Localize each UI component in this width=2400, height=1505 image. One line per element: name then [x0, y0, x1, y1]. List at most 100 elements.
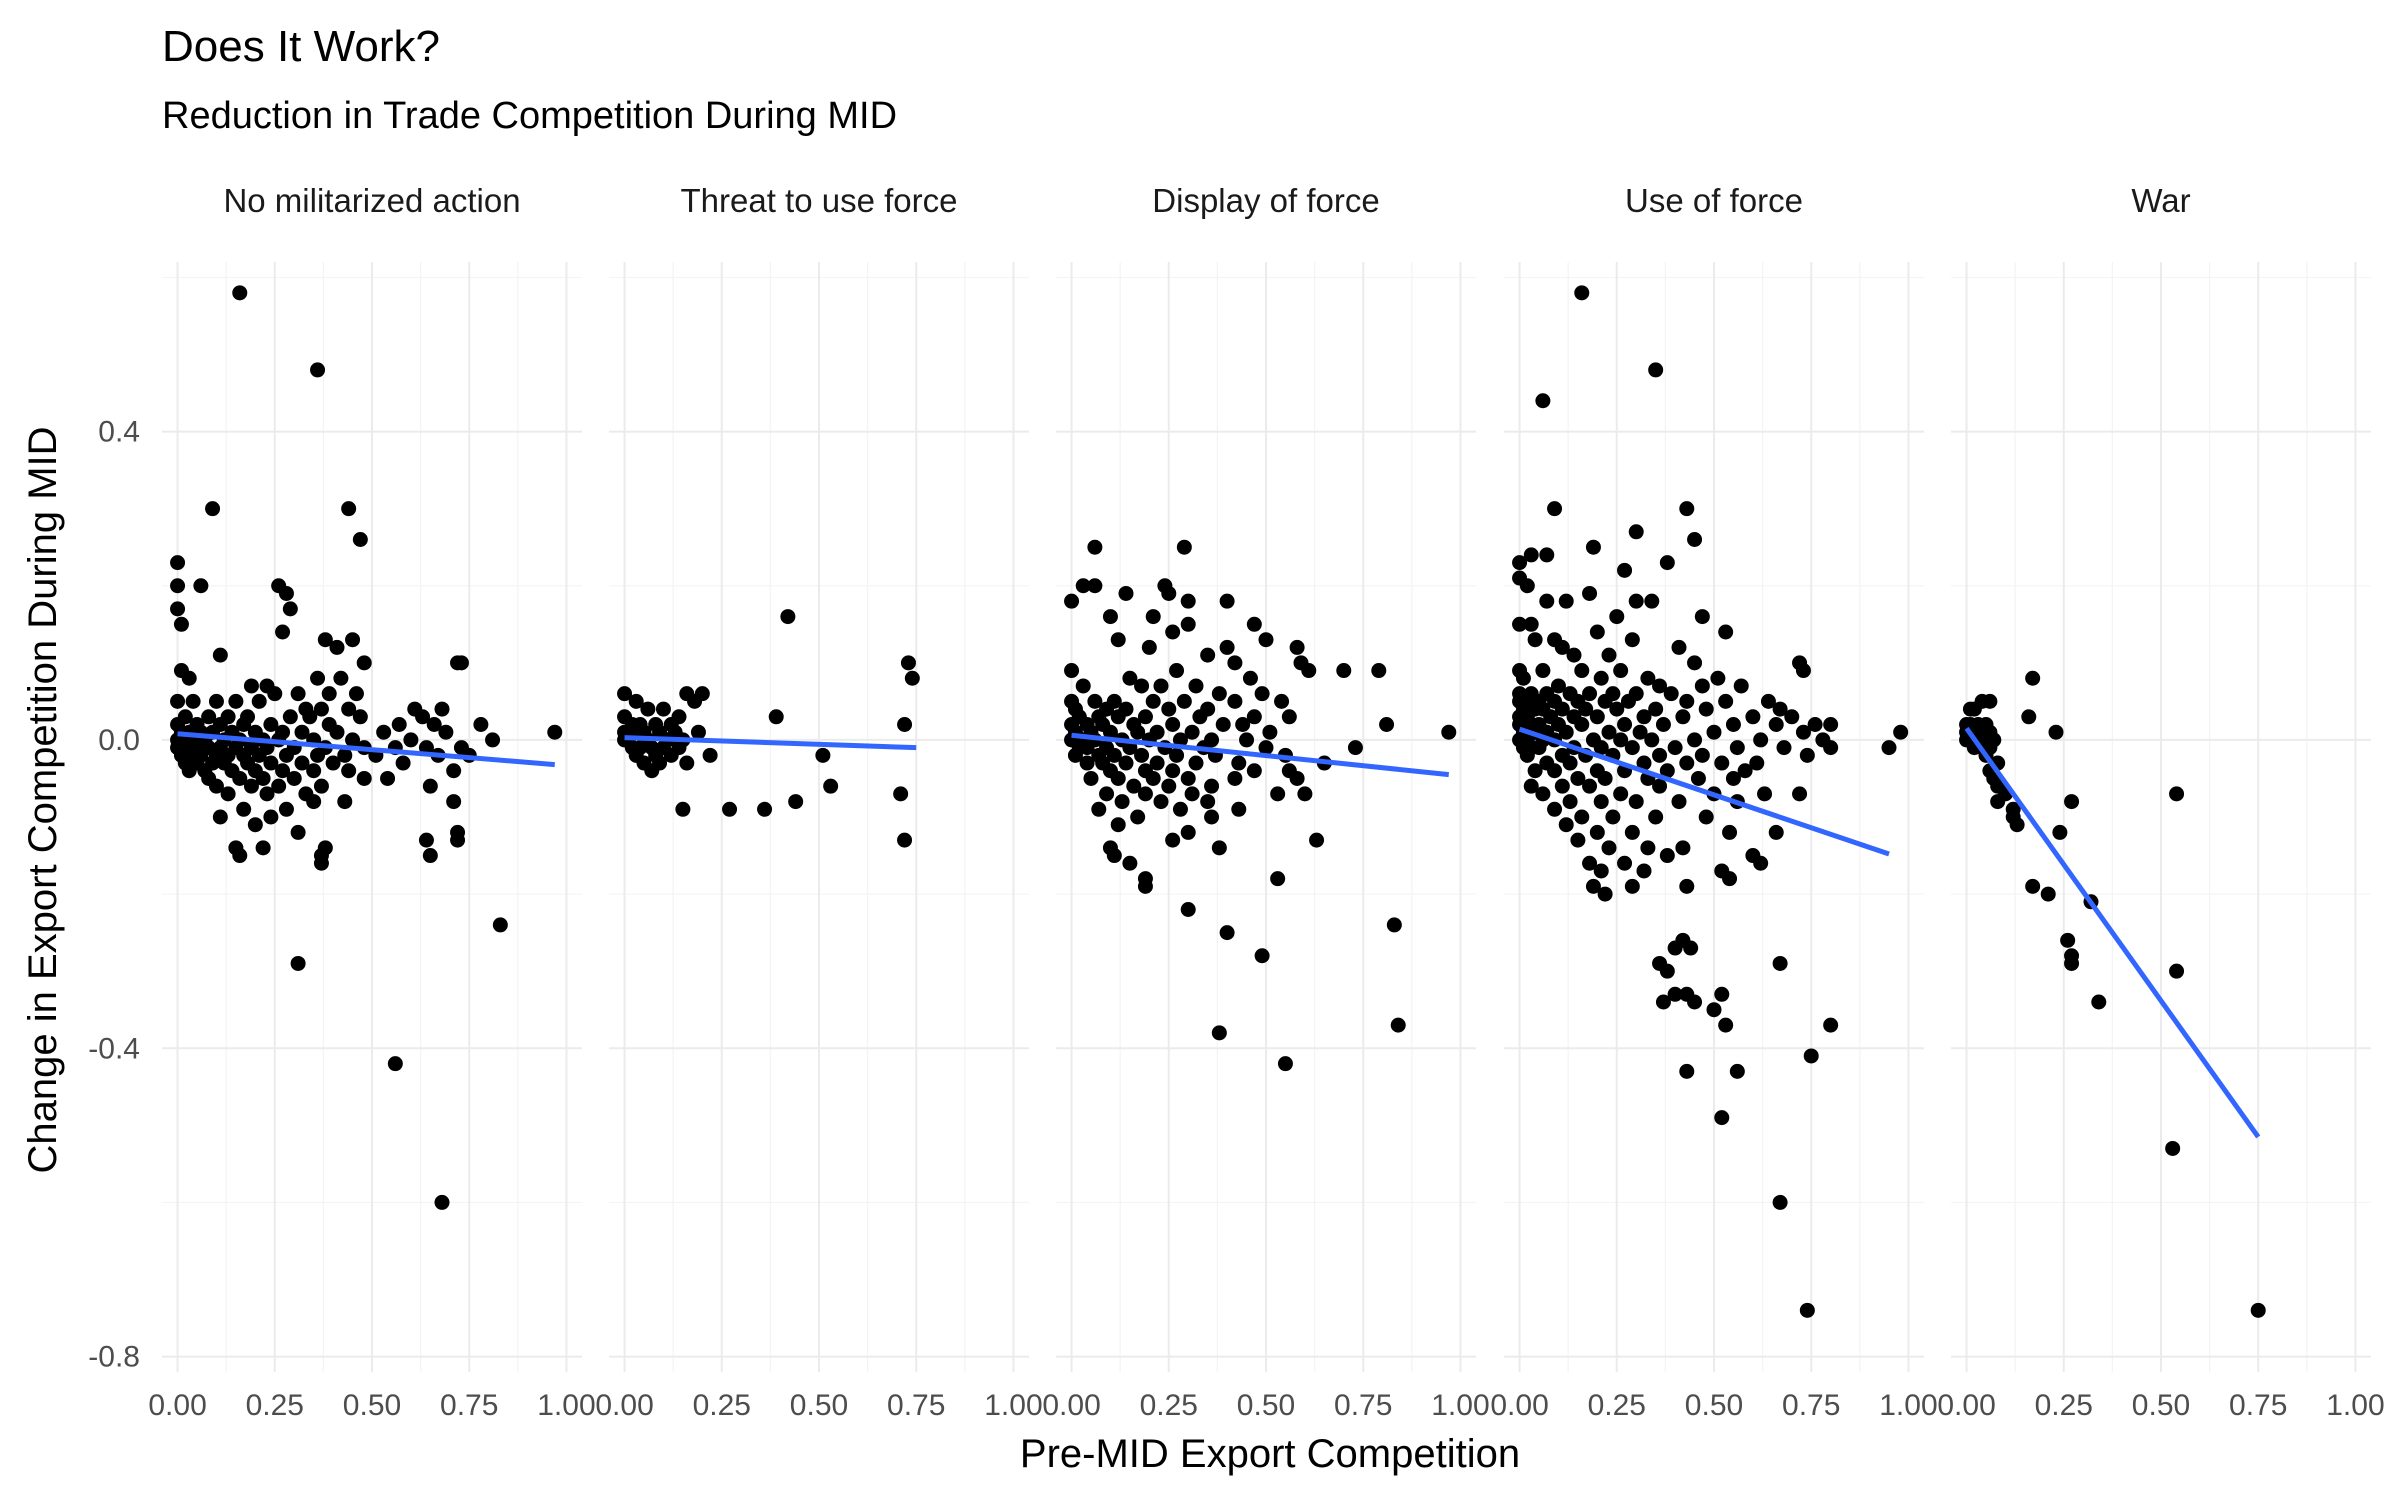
data-point [1064, 593, 1080, 609]
data-point [1562, 794, 1578, 810]
data-point [2091, 994, 2107, 1010]
data-point [1694, 609, 1710, 625]
x-tick-label: 0.75 [1782, 1389, 1840, 1422]
data-point [278, 801, 294, 817]
data-point [1601, 840, 1617, 856]
data-point [1687, 994, 1703, 1010]
data-point [1636, 709, 1652, 725]
data-point [1379, 717, 1395, 732]
data-point [2165, 1140, 2181, 1156]
data-point [294, 755, 310, 771]
data-point [1064, 663, 1080, 679]
data-point [1655, 994, 1671, 1010]
data-point [208, 693, 224, 709]
data-point [485, 732, 501, 748]
data-point [1760, 693, 1776, 709]
data-point [1231, 801, 1247, 817]
data-point [1531, 740, 1547, 756]
data-point [1184, 724, 1200, 740]
data-point [1718, 693, 1734, 709]
data-point [1165, 763, 1181, 779]
facet-strip-label: Threat to use force [681, 182, 958, 219]
x-tick-label: 1.00 [537, 1389, 595, 1422]
data-point [1254, 686, 1270, 702]
data-point [290, 824, 306, 840]
data-point [208, 778, 224, 794]
data-point [1893, 724, 1909, 740]
data-point [1297, 786, 1313, 802]
data-point [1966, 701, 1982, 717]
data-point [243, 778, 259, 794]
data-point [1823, 1017, 1839, 1033]
x-tick-label: 0.25 [2035, 1389, 2093, 1422]
data-point [1772, 1194, 1788, 1210]
data-point [1675, 840, 1691, 856]
data-point [1659, 763, 1675, 779]
data-point [232, 770, 248, 786]
data-point [1652, 747, 1668, 763]
data-point [170, 693, 186, 709]
data-point [1722, 824, 1738, 840]
facet-strip-label: Use of force [1625, 182, 1803, 219]
data-point [1535, 393, 1551, 409]
data-point [1597, 770, 1613, 786]
facet-panel-2: Threat to use force 0.00 0.25 0.50 0.75 1.00 [595, 182, 1042, 1422]
data-point [251, 693, 267, 709]
data-point [1659, 555, 1675, 571]
x-tick-label: 0.00 [1490, 1389, 1548, 1422]
data-point [2048, 724, 2064, 740]
data-point [1655, 717, 1671, 732]
x-tick-label: 0.25 [246, 1389, 304, 1422]
data-point [1219, 593, 1235, 609]
data-point [1165, 832, 1181, 848]
data-point [2169, 786, 2185, 802]
data-point [1714, 1110, 1730, 1126]
data-point [1753, 732, 1769, 748]
data-point [1823, 740, 1839, 756]
x-tick-label: 0.75 [440, 1389, 498, 1422]
data-point [348, 686, 364, 702]
data-point [1134, 747, 1150, 763]
data-point [302, 709, 318, 725]
y-tick-label: -0.8 [88, 1341, 140, 1374]
data-point [1153, 678, 1169, 694]
trend-line [1964, 726, 2261, 1139]
data-point [294, 724, 310, 740]
data-point [1219, 925, 1235, 941]
x-tick-label: 0.00 [595, 1389, 653, 1422]
data-point [380, 770, 396, 786]
data-point [1652, 678, 1668, 694]
data-point [310, 747, 326, 763]
data-point [453, 655, 469, 671]
data-point [170, 601, 186, 617]
data-point [1566, 647, 1582, 663]
data-point [422, 778, 438, 794]
data-point [1624, 632, 1640, 648]
data-point [337, 747, 353, 763]
data-point [655, 701, 671, 717]
data-point [1227, 693, 1243, 709]
data-point [1087, 693, 1103, 709]
data-point [313, 855, 329, 871]
data-point [313, 701, 329, 717]
x-tick-label: 0.25 [1140, 1389, 1198, 1422]
data-point [1309, 832, 1325, 848]
data-point [893, 786, 909, 802]
data-point [1558, 817, 1574, 833]
data-point [492, 917, 508, 933]
data-point [345, 732, 361, 748]
facet-strip-label: War [2131, 182, 2190, 219]
data-point [306, 794, 322, 810]
data-point [1110, 709, 1126, 725]
data-point [904, 670, 920, 686]
data-point [1601, 724, 1617, 740]
data-point [1667, 740, 1683, 756]
facet-strip-label: Display of force [1152, 182, 1379, 219]
data-point [1211, 686, 1227, 702]
data-point [1601, 647, 1617, 663]
data-point [788, 794, 804, 810]
data-point [1570, 832, 1586, 848]
data-point [1757, 786, 1773, 802]
data-point [1246, 709, 1262, 725]
data-point [201, 709, 217, 725]
